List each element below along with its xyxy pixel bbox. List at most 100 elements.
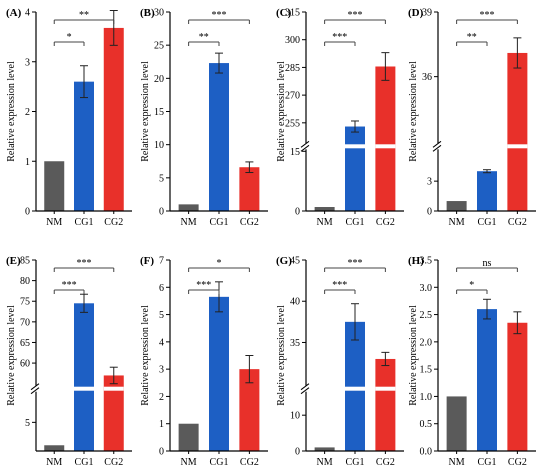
y-tick-label: 1.0 [420, 392, 433, 403]
y-tick-label: 3 [25, 57, 30, 68]
y-tick-label: 25 [154, 41, 164, 52]
y-tick-label: 285 [285, 63, 300, 74]
y-tick-label: 6 [159, 283, 164, 294]
y-tick-label: 35 [290, 338, 300, 349]
y-tick-label: 10 [154, 140, 164, 151]
significance-label: *** [77, 258, 92, 269]
bar-cg1 [477, 171, 497, 211]
y-tick-label: 0 [159, 447, 164, 458]
y-tick-label: 15 [290, 147, 300, 158]
y-tick-label: 0 [295, 207, 300, 218]
panel-3: 0 3 36 39 NM CG1 CG2 Relative expression level (… [408, 7, 536, 228]
bar-cg1 [74, 303, 94, 451]
x-tick-label: CG2 [508, 217, 527, 228]
y-tick-label: 60 [20, 359, 30, 370]
bar-nm [44, 161, 65, 211]
y-tick-label: 2 [159, 392, 164, 403]
x-tick-label: CG1 [346, 457, 365, 468]
bar-nm [446, 201, 467, 211]
bar-break-gap [507, 144, 528, 149]
x-tick-label: NM [46, 217, 62, 228]
y-tick-label: 75 [20, 297, 30, 308]
x-tick-label: NM [449, 217, 465, 228]
y-tick-label: 0.0 [420, 447, 433, 458]
y-axis-label: Relative expression level [408, 61, 419, 162]
axis-break-mark [432, 144, 442, 152]
panel-label: (D) [408, 7, 424, 19]
bar-cg2 [103, 27, 124, 212]
significance-label: *** [332, 280, 347, 291]
x-tick-label: CG1 [478, 217, 497, 228]
y-tick-label: 3.5 [420, 256, 433, 267]
axis-break-gap [301, 385, 311, 392]
panel-2: 0 15 255 270 285 300 315 NM CG1 CG2 Relative expre… [276, 7, 404, 228]
panel-4: 5 60 65 70 75 80 85 NM CG1 CG2 Relative expression… [6, 255, 132, 468]
y-tick-label: 7 [159, 256, 164, 267]
panel-5: 0 1 2 3 4 5 6 7 NM CG1 CG2 Relative expression leve… [140, 255, 268, 468]
x-tick-label: CG2 [240, 457, 259, 468]
axis-break-mark [30, 383, 40, 391]
bar-cg1 [209, 63, 229, 212]
y-tick-label: 3 [159, 365, 164, 376]
bar-cg1 [74, 81, 94, 212]
bar-cg2 [375, 358, 396, 451]
y-tick-label: 15 [154, 107, 164, 118]
axis-break-mark [30, 387, 40, 395]
y-tick-label: 0 [159, 207, 164, 218]
y-tick-label: 1 [159, 419, 164, 430]
y-tick-label: 4 [159, 337, 164, 348]
y-tick-label: 39 [422, 8, 432, 19]
axis-break-mark [300, 144, 310, 152]
y-tick-label: 80 [20, 276, 30, 287]
significance-label: *** [62, 280, 77, 291]
bar-nm [314, 447, 335, 451]
bar-break-gap [375, 144, 396, 149]
significance-label: *** [348, 258, 363, 269]
bar-cg1 [345, 321, 365, 451]
y-tick-label: 3.0 [420, 283, 433, 294]
significance-label: * [469, 280, 474, 291]
y-axis-label: Relative expression level [408, 305, 419, 406]
bar-cg2 [239, 167, 260, 211]
bar-nm [178, 423, 199, 451]
y-tick-label: 85 [20, 256, 30, 267]
y-axis-label: Relative expression level [276, 305, 287, 406]
panel-label: (A) [6, 7, 22, 19]
bar-cg1 [477, 309, 497, 451]
x-tick-label: NM [317, 217, 333, 228]
axis-break-mark [432, 140, 442, 148]
bar-break-gap [103, 386, 124, 391]
y-tick-label: 3 [427, 177, 432, 188]
y-tick-label: 300 [285, 35, 300, 46]
x-tick-label: CG2 [508, 457, 527, 468]
panel-7: 0.0 0.5 1.0 1.5 2.0 2.5 3.0 3.5 NM CG1 CG2 Relative… [408, 255, 536, 468]
bar-cg2 [375, 66, 396, 211]
significance-label: * [67, 32, 72, 43]
x-tick-label: CG1 [210, 457, 229, 468]
bar-cg1 [209, 296, 229, 451]
y-tick-label: 2.0 [420, 337, 433, 348]
axis-break-gap [31, 385, 41, 392]
bar-break-gap [345, 144, 365, 149]
y-tick-label: 1.5 [420, 365, 433, 376]
x-tick-label: NM [181, 457, 197, 468]
panel-0: 0 1 2 3 4 NM CG1 CG2 Relative expression level (A… [6, 7, 132, 228]
y-tick-label: 2 [25, 107, 30, 118]
panel-label: (F) [140, 255, 154, 267]
bar-nm [178, 204, 199, 211]
y-tick-label: 45 [290, 256, 300, 267]
significance-label: ** [79, 10, 89, 21]
panel-1: 0 5 10 15 20 25 30 NM CG1 CG2 Relative expression … [140, 7, 268, 228]
significance-label: * [217, 258, 222, 269]
x-tick-label: CG2 [104, 217, 123, 228]
y-tick-label: 10 [290, 411, 300, 422]
bar-nm [314, 207, 335, 211]
bar-break-gap [345, 386, 365, 391]
bar-cg2 [103, 375, 124, 451]
axis-break-mark [300, 383, 310, 391]
panel-label: (E) [6, 255, 21, 267]
significance-label: *** [212, 10, 227, 21]
y-tick-label: 20 [154, 74, 164, 85]
x-tick-label: CG1 [346, 217, 365, 228]
y-tick-label: 1 [25, 157, 30, 168]
